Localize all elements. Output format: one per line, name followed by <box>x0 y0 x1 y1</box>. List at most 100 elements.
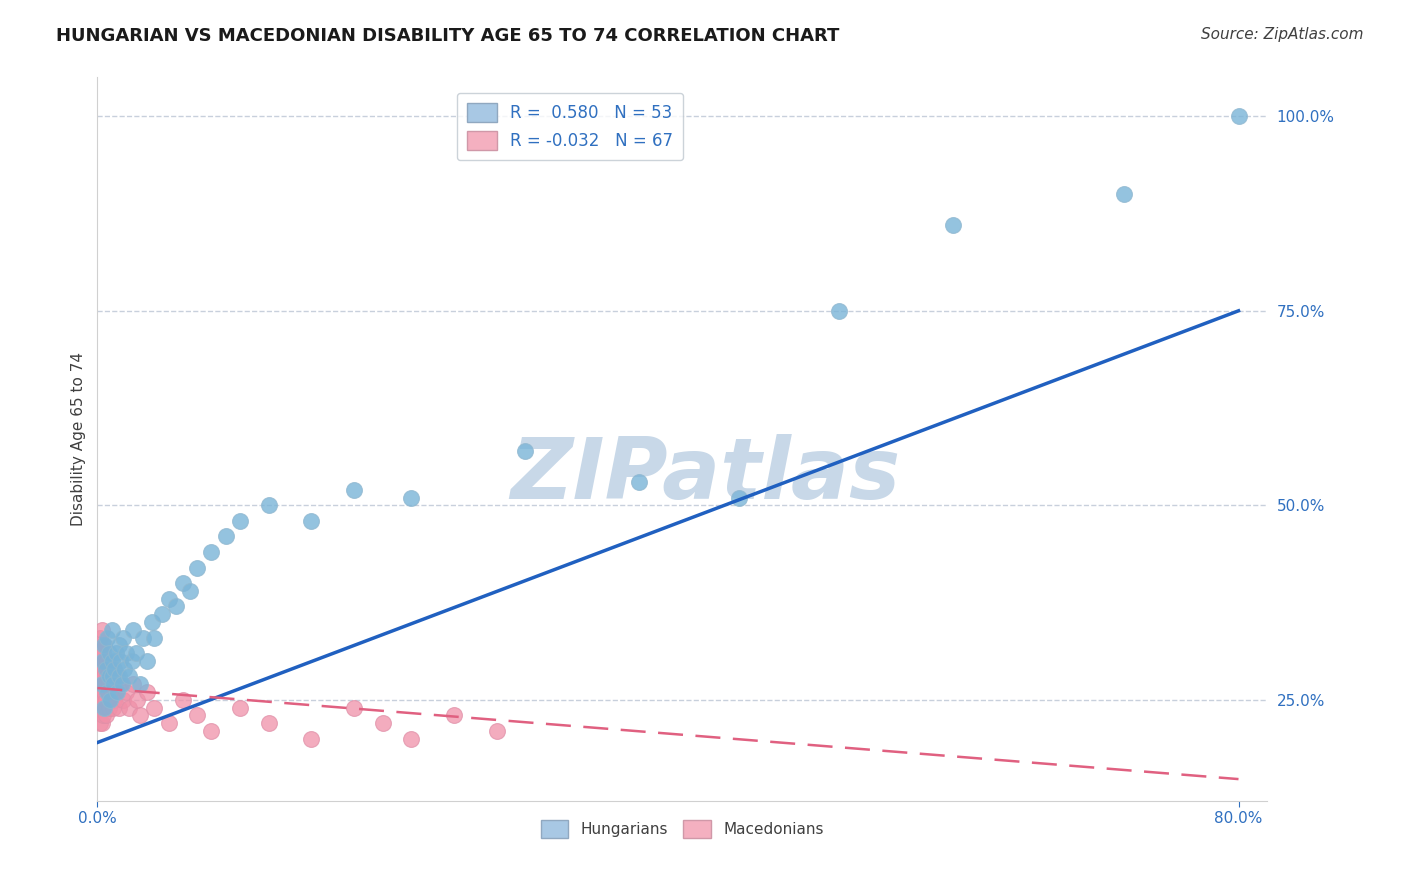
Point <box>93 700 115 714</box>
Point <box>371 716 394 731</box>
Point <box>94 708 117 723</box>
Point <box>942 219 965 233</box>
Point <box>93 638 115 652</box>
Point <box>157 591 180 606</box>
Point <box>89 662 111 676</box>
Y-axis label: Disability Age 65 to 74: Disability Age 65 to 74 <box>72 352 86 526</box>
Point <box>89 716 111 731</box>
Point <box>115 646 138 660</box>
Point <box>125 646 148 660</box>
Point <box>97 646 120 660</box>
Point <box>143 631 166 645</box>
Point <box>179 583 201 598</box>
Point <box>103 677 125 691</box>
Point <box>1114 187 1136 202</box>
Point <box>143 700 166 714</box>
Point <box>136 685 159 699</box>
Point <box>110 677 132 691</box>
Point <box>172 692 194 706</box>
Point <box>96 669 118 683</box>
Point <box>122 677 145 691</box>
Point <box>91 708 114 723</box>
Point <box>104 685 127 699</box>
Point <box>485 723 508 738</box>
Point <box>104 646 127 660</box>
Point <box>93 654 115 668</box>
Point <box>299 731 322 746</box>
Point <box>90 654 112 668</box>
Point <box>728 491 751 505</box>
Point <box>93 669 115 683</box>
Point <box>96 631 118 645</box>
Point <box>93 685 115 699</box>
Point <box>108 654 131 668</box>
Point <box>215 529 238 543</box>
Point <box>186 708 208 723</box>
Point <box>136 654 159 668</box>
Point <box>1227 109 1250 123</box>
Point <box>90 623 112 637</box>
Point <box>107 638 129 652</box>
Point <box>94 662 117 676</box>
Point <box>141 615 163 629</box>
Point <box>87 685 110 699</box>
Point <box>105 669 128 683</box>
Point <box>127 692 149 706</box>
Point <box>98 692 121 706</box>
Point <box>343 483 366 497</box>
Point <box>100 623 122 637</box>
Point <box>828 303 851 318</box>
Point <box>94 677 117 691</box>
Point <box>257 498 280 512</box>
Point <box>87 638 110 652</box>
Text: HUNGARIAN VS MACEDONIAN DISABILITY AGE 65 TO 74 CORRELATION CHART: HUNGARIAN VS MACEDONIAN DISABILITY AGE 6… <box>56 27 839 45</box>
Point <box>108 677 131 691</box>
Point <box>515 443 537 458</box>
Point <box>97 669 120 683</box>
Point <box>399 731 422 746</box>
Point <box>93 700 115 714</box>
Point <box>100 685 122 699</box>
Point <box>229 514 252 528</box>
Point <box>96 654 118 668</box>
Point <box>91 677 114 691</box>
Point <box>100 669 122 683</box>
Point <box>90 669 112 683</box>
Text: ZIPatlas: ZIPatlas <box>510 434 901 516</box>
Point <box>100 654 122 668</box>
Point <box>299 514 322 528</box>
Point <box>165 599 187 614</box>
Point <box>90 677 112 691</box>
Point <box>129 708 152 723</box>
Point <box>90 716 112 731</box>
Point <box>112 692 135 706</box>
Point <box>101 700 124 714</box>
Point <box>118 700 141 714</box>
Point <box>122 623 145 637</box>
Point <box>89 646 111 660</box>
Point <box>103 692 125 706</box>
Point <box>89 631 111 645</box>
Point <box>89 677 111 691</box>
Point <box>150 607 173 622</box>
Point <box>186 560 208 574</box>
Point <box>101 677 124 691</box>
Text: Source: ZipAtlas.com: Source: ZipAtlas.com <box>1201 27 1364 42</box>
Point <box>121 654 143 668</box>
Point <box>87 669 110 683</box>
Point <box>129 677 152 691</box>
Point <box>96 685 118 699</box>
Point <box>97 677 120 691</box>
Point <box>89 692 111 706</box>
Point <box>103 662 125 676</box>
Point <box>443 708 465 723</box>
Point <box>91 654 114 668</box>
Point <box>100 669 122 683</box>
Point <box>115 685 138 699</box>
Point <box>94 692 117 706</box>
Legend: Hungarians, Macedonians: Hungarians, Macedonians <box>534 814 830 844</box>
Point <box>107 700 129 714</box>
Point <box>200 723 222 738</box>
Point <box>90 700 112 714</box>
Point <box>157 716 180 731</box>
